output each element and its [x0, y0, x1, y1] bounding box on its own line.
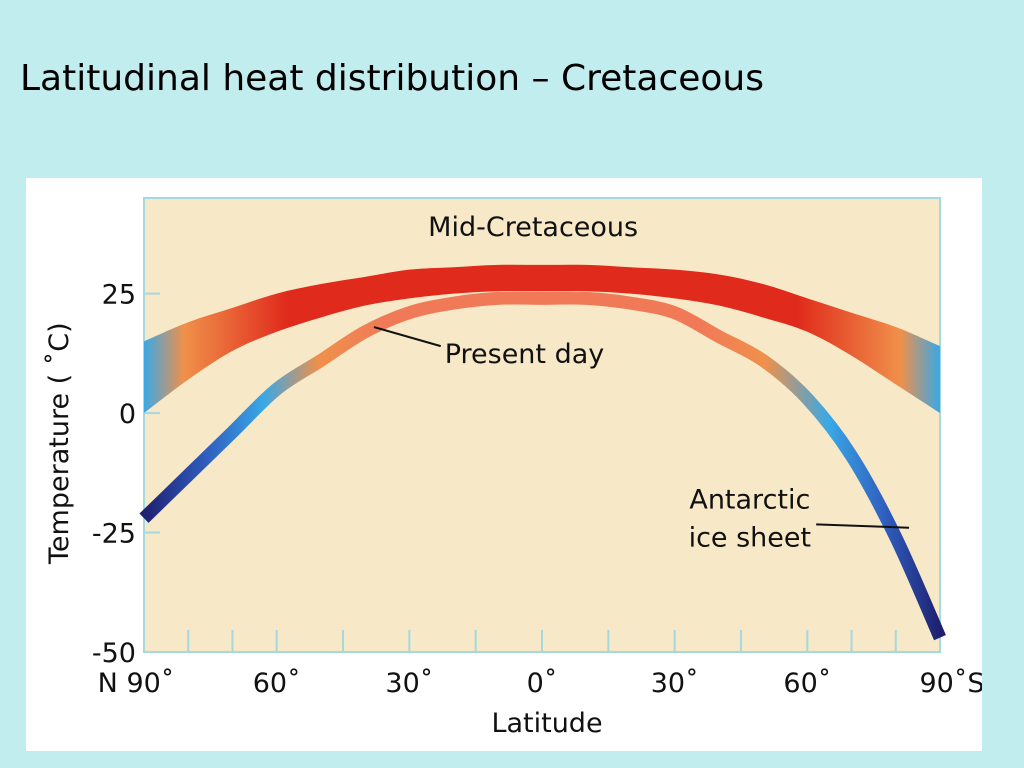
- x-tick-marks: [143, 630, 941, 652]
- x-tick-label: 60˚: [783, 668, 831, 699]
- annotation-antarctic-ice-sheet-line: Antarctic: [689, 485, 810, 516]
- x-tick-label: 30˚: [385, 668, 433, 699]
- figure-panel: 25 0 -25 -50 N 90˚ 60˚ 30˚ 0˚ 30˚ 60˚ 90˚S Mid-Cr…: [26, 178, 982, 751]
- series-layer: [139, 264, 946, 641]
- x-tick-label: 30˚: [651, 668, 699, 699]
- x-tick-label: 0˚: [527, 668, 558, 699]
- antarctic-leader: [816, 523, 910, 529]
- series-present-day-line: [139, 291, 946, 641]
- x-tick-labels: N 90˚ 60˚ 30˚ 0˚ 30˚ 60˚ 90˚S: [98, 668, 982, 699]
- y-ticks: 25 0 -25 -50: [92, 280, 160, 669]
- annotation-mid-cretaceous: Mid-Cretaceous: [428, 212, 638, 243]
- y-tick-label: -25: [92, 519, 136, 550]
- x-tick-label: 90˚S: [920, 668, 983, 699]
- temperature-latitude-chart: 25 0 -25 -50 N 90˚ 60˚ 30˚ 0˚ 30˚ 60˚ 90˚S Mid-Cr…: [44, 197, 982, 739]
- y-tick-label: 25: [102, 280, 136, 311]
- x-tick-label: N 90˚: [98, 668, 175, 699]
- present-day-leader: [373, 326, 441, 348]
- y-tick-label: -50: [92, 638, 136, 669]
- annotations: Mid-Cretaceous Present day Antarctic ice sh…: [373, 212, 910, 554]
- x-axis-title: Latitude: [491, 708, 602, 739]
- y-tick-label: 0: [119, 399, 136, 430]
- annotation-present-day: Present day: [445, 339, 605, 370]
- series-mid-cretaceous-band: [144, 264, 940, 414]
- y-axis-title: Temperature ( ˚C): [44, 322, 75, 565]
- x-tick-label: 60˚: [253, 668, 301, 699]
- annotation-antarctic-ice-sheet-line: ice sheet: [689, 523, 812, 554]
- slide-title: Latitudinal heat distribution – Cretaceo…: [20, 58, 764, 99]
